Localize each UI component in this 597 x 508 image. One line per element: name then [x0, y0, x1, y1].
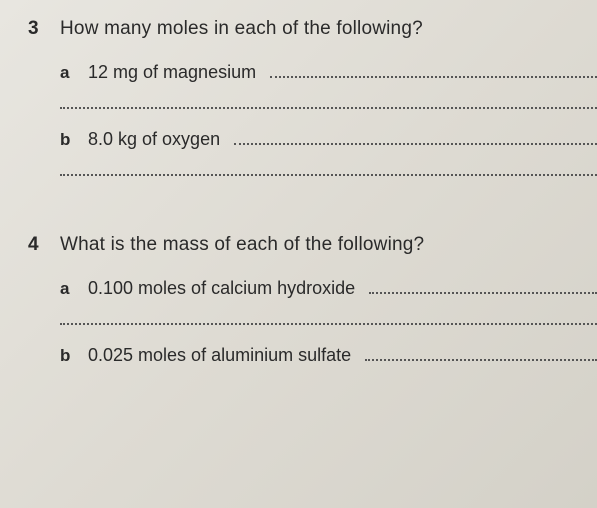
sub-letter: a: [60, 279, 88, 299]
answer-line: [234, 129, 597, 145]
answer-line-full: [60, 162, 597, 176]
answer-line: [365, 345, 597, 361]
sub-row: a 0.100 moles of calcium hydroxide: [60, 278, 597, 299]
sub-text: 12 mg of magnesium: [88, 62, 256, 83]
sub-letter: b: [60, 346, 88, 366]
sub-letter: b: [60, 130, 88, 150]
answer-line: [369, 278, 597, 294]
question-number: 3: [28, 18, 60, 40]
question-number: 4: [28, 234, 60, 256]
question-3: 3 How many moles in each of the followin…: [28, 18, 597, 176]
answer-line: [270, 62, 597, 78]
answer-line-full: [60, 95, 597, 109]
question-text: How many moles in each of the following?: [60, 18, 423, 40]
sub-text: 0.100 moles of calcium hydroxide: [88, 278, 355, 299]
sub-item-4b: b 0.025 moles of aluminium sulfate: [60, 345, 597, 366]
sub-item-3b: b 8.0 kg of oxygen: [60, 129, 597, 150]
sub-row: a 12 mg of magnesium: [60, 62, 597, 83]
sub-letter: a: [60, 63, 88, 83]
sub-row: b 0.025 moles of aluminium sulfate: [60, 345, 597, 366]
question-4: 4 What is the mass of each of the follow…: [28, 234, 597, 366]
sub-text: 8.0 kg of oxygen: [88, 129, 220, 150]
sub-row: b 8.0 kg of oxygen: [60, 129, 597, 150]
sub-item-3a: a 12 mg of magnesium: [60, 62, 597, 83]
sub-item-4a: a 0.100 moles of calcium hydroxide: [60, 278, 597, 299]
question-header: 3 How many moles in each of the followin…: [28, 18, 597, 40]
question-text: What is the mass of each of the followin…: [60, 234, 424, 256]
sub-text: 0.025 moles of aluminium sulfate: [88, 345, 351, 366]
question-header: 4 What is the mass of each of the follow…: [28, 234, 597, 256]
answer-line-full: [60, 311, 597, 325]
